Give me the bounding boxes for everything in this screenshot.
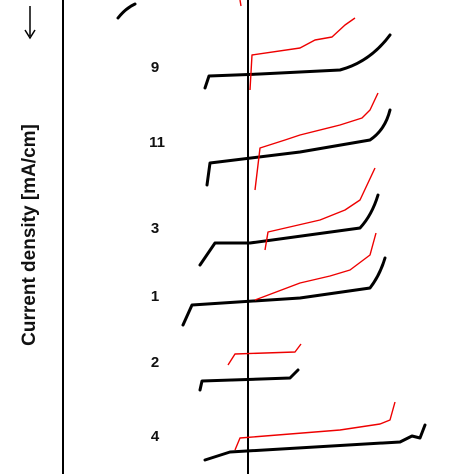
curve-label: 11 [149,134,165,151]
curve-label: 3 [151,220,159,237]
axis-label: Current density [mA/cm] [19,124,40,346]
curve-label: 2 [151,354,159,371]
curve-label: 4 [151,428,160,445]
curve-label: 9 [151,59,159,76]
curve-label: 1 [151,288,159,305]
curves [116,0,427,462]
direction-arrow [24,6,36,40]
